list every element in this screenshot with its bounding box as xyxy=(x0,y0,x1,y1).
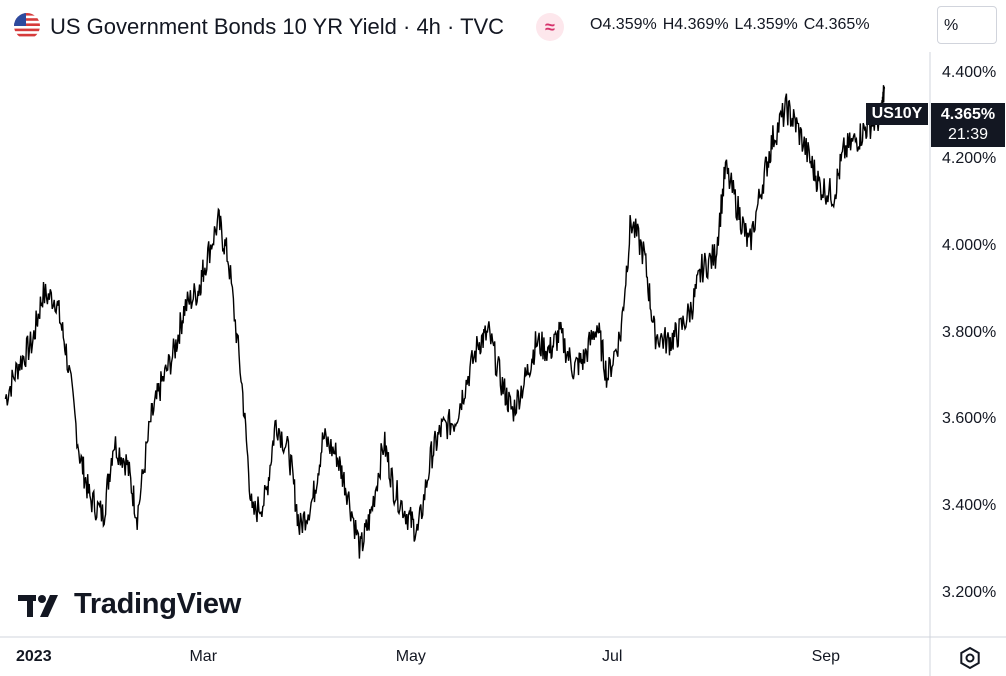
us-flag-icon xyxy=(14,13,40,39)
y-tick-label: 4.000% xyxy=(942,237,997,254)
bar-countdown: 21:39 xyxy=(947,126,989,143)
x-tick-label: 2023 xyxy=(16,648,52,665)
ohlc-open: O4.359% xyxy=(590,16,657,33)
logo-text: TradingView xyxy=(74,588,241,620)
symbol-badge: US10Y xyxy=(866,103,928,125)
yield-series xyxy=(4,85,886,559)
x-tick-label: Jul xyxy=(601,648,623,665)
indicators-icon[interactable]: ≈ xyxy=(536,13,564,41)
ohlc-low: L4.359% xyxy=(734,16,798,33)
y-tick-label: 3.800% xyxy=(942,323,997,341)
settings-gear-icon[interactable] xyxy=(958,646,982,670)
chart-header: US Government Bonds 10 YR Yield · 4h · T… xyxy=(0,0,930,52)
tradingview-logo-icon xyxy=(18,594,58,617)
ohlc-close: C4.365% xyxy=(803,16,870,33)
y-tick-label: 3.200% xyxy=(942,583,997,601)
y-tick-label: 3.400% xyxy=(942,497,997,514)
series-line-0 xyxy=(4,85,886,559)
percent-scale-button[interactable]: % xyxy=(937,6,997,44)
tradingview-logo[interactable]: TradingView xyxy=(18,588,241,621)
x-tick-label: Sep xyxy=(811,648,841,665)
y-tick-label: 3.600% xyxy=(942,410,997,428)
last-price-badge: 4.365% 21:39 xyxy=(931,103,1005,147)
x-tick-label: Mar xyxy=(189,648,218,665)
x-tick-label: May xyxy=(395,648,426,665)
ohlc-high: H4.369% xyxy=(662,16,729,33)
ohlc-readout: O4.359% H4.369% L4.359% C4.365% xyxy=(590,16,870,34)
last-price-value: 4.365% xyxy=(940,106,996,123)
symbol-title[interactable]: US Government Bonds 10 YR Yield · 4h · T… xyxy=(50,14,505,39)
y-tick-label: 4.400% xyxy=(942,63,997,81)
y-tick-label: 4.200% xyxy=(942,150,997,168)
